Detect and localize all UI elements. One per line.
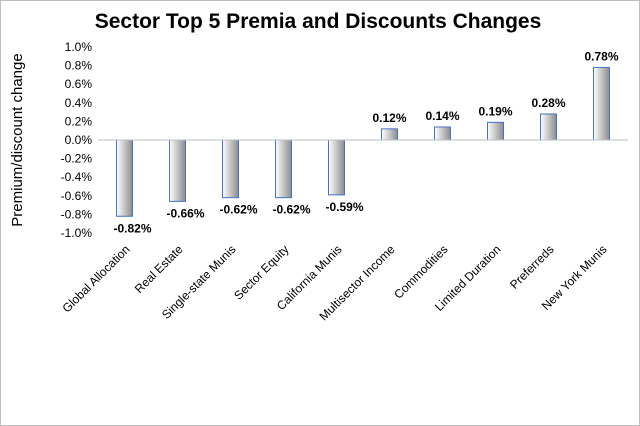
bar bbox=[593, 66, 610, 141]
x-axis-ticks: Global Allocation Real EstateSingle-state… bbox=[60, 242, 610, 323]
data-label: -0.82% bbox=[113, 221, 151, 235]
data-label: 0.28% bbox=[531, 96, 565, 110]
data-label: 0.12% bbox=[372, 111, 406, 125]
data-label: -0.62% bbox=[272, 203, 310, 217]
y-tick-label: 0.8% bbox=[65, 59, 93, 73]
x-tick-label: Commodities bbox=[391, 242, 450, 301]
data-labels: -0.82% -0.66% -0.62% -0.62% -0.59% 0.12% 0.14%… bbox=[113, 49, 618, 235]
bar bbox=[540, 113, 557, 141]
y-tick-label: 0.2% bbox=[65, 114, 93, 128]
bar bbox=[434, 126, 451, 141]
data-label: -0.66% bbox=[166, 206, 204, 220]
bar bbox=[328, 139, 345, 196]
x-tick-label: Real Estate bbox=[132, 242, 186, 296]
y-tick-label: -1.0% bbox=[61, 226, 93, 240]
y-tick-label: 1.0% bbox=[65, 40, 93, 54]
y-axis-ticks: 1.0% 0.8% 0.6% 0.4% 0.2% 0.0% -0.2% -0.4% -0.6% -… bbox=[61, 40, 93, 240]
bar bbox=[169, 139, 186, 202]
bar bbox=[381, 128, 398, 141]
bar bbox=[222, 139, 239, 199]
bar bbox=[487, 121, 504, 141]
data-label: -0.59% bbox=[325, 200, 363, 214]
y-tick-label: -0.6% bbox=[61, 189, 93, 203]
y-tick-label: 0.4% bbox=[65, 96, 93, 110]
y-tick-label: 0.6% bbox=[65, 77, 93, 91]
data-label: 0.78% bbox=[584, 49, 618, 63]
y-tick-label: -0.8% bbox=[61, 207, 93, 221]
data-label: 0.14% bbox=[425, 109, 459, 123]
bar bbox=[116, 139, 133, 217]
y-tick-label: 0.0% bbox=[65, 133, 93, 147]
y-tick-label: -0.2% bbox=[61, 152, 93, 166]
bars bbox=[116, 66, 610, 217]
bar bbox=[275, 139, 292, 199]
data-label: 0.19% bbox=[478, 104, 512, 118]
chart-title: Sector Top 5 Premia and Discounts Change… bbox=[95, 10, 542, 33]
y-axis-label: Premium/discount change bbox=[9, 53, 26, 226]
y-tick-label: -0.4% bbox=[61, 170, 93, 184]
x-tick-label: Global Allocation bbox=[60, 242, 133, 315]
data-label: -0.62% bbox=[219, 203, 257, 217]
x-tick-label: Preferreds bbox=[507, 242, 557, 292]
